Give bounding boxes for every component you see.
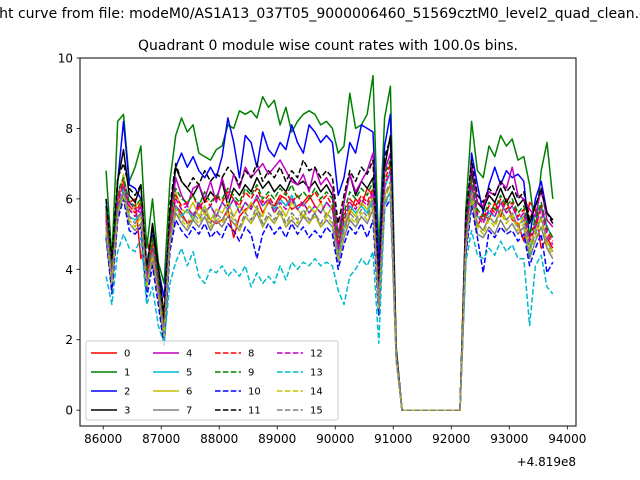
x-tick-label: 93000 [490, 432, 528, 446]
series-line-15 [105, 180, 554, 411]
series-line-14 [105, 184, 554, 411]
series-line-12 [105, 169, 554, 411]
legend-label-5: 5 [186, 368, 192, 379]
series-line-7 [105, 191, 554, 411]
y-tick-label: 0 [65, 404, 73, 418]
legend-label-9: 9 [248, 368, 254, 379]
series-line-1 [105, 74, 554, 411]
series-line-13 [105, 191, 554, 411]
legend-label-10: 10 [248, 387, 261, 398]
chart-title: Quadrant 0 module wise count rates with … [138, 38, 518, 54]
legend-label-6: 6 [186, 387, 192, 398]
legend-label-13: 13 [310, 368, 323, 379]
legend-label-15: 15 [310, 406, 323, 417]
series-line-10 [105, 198, 554, 411]
series-line-11 [105, 138, 554, 411]
y-tick-label: 8 [65, 122, 73, 136]
series-line-2 [105, 113, 554, 411]
legend-label-0: 0 [124, 349, 130, 360]
legend-label-1: 1 [124, 368, 130, 379]
figure-suptitle: Light curve from file: modeM0/AS1A13_037… [0, 6, 640, 22]
plot-frame [79, 57, 577, 427]
x-tick-label: 94000 [548, 432, 586, 446]
legend-label-11: 11 [248, 406, 261, 417]
series-line-9 [105, 159, 554, 411]
series-line-4 [105, 152, 554, 411]
legend-label-14: 14 [310, 387, 323, 398]
y-tick-label: 2 [65, 333, 73, 347]
x-tick-label: 88000 [200, 432, 238, 446]
y-tick-label: 4 [65, 263, 73, 277]
x-tick-label: 87000 [142, 432, 180, 446]
legend-label-7: 7 [186, 406, 192, 417]
legend-label-4: 4 [186, 349, 192, 360]
x-tick-label: 89000 [258, 432, 296, 446]
x-tick-label: 86000 [84, 432, 122, 446]
legend-label-12: 12 [310, 349, 323, 360]
y-tick-label: 10 [58, 52, 73, 66]
x-tick-label: 92000 [432, 432, 470, 446]
series-line-8 [105, 162, 554, 411]
legend-box [85, 340, 339, 421]
legend-label-2: 2 [124, 387, 130, 398]
x-tick-label: 90000 [316, 432, 354, 446]
y-tick-label: 6 [65, 192, 73, 206]
plot-area [105, 74, 554, 411]
x-axis: 86000 87000 88000 89000 90000 91000 92000 93000… [84, 426, 586, 446]
legend-label-8: 8 [248, 349, 254, 360]
x-offset-label: +4.819e8 [517, 455, 576, 469]
y-axis: 0 2 4 6 8 10 [58, 52, 80, 418]
x-tick-label: 91000 [374, 432, 412, 446]
legend-label-3: 3 [124, 406, 130, 417]
